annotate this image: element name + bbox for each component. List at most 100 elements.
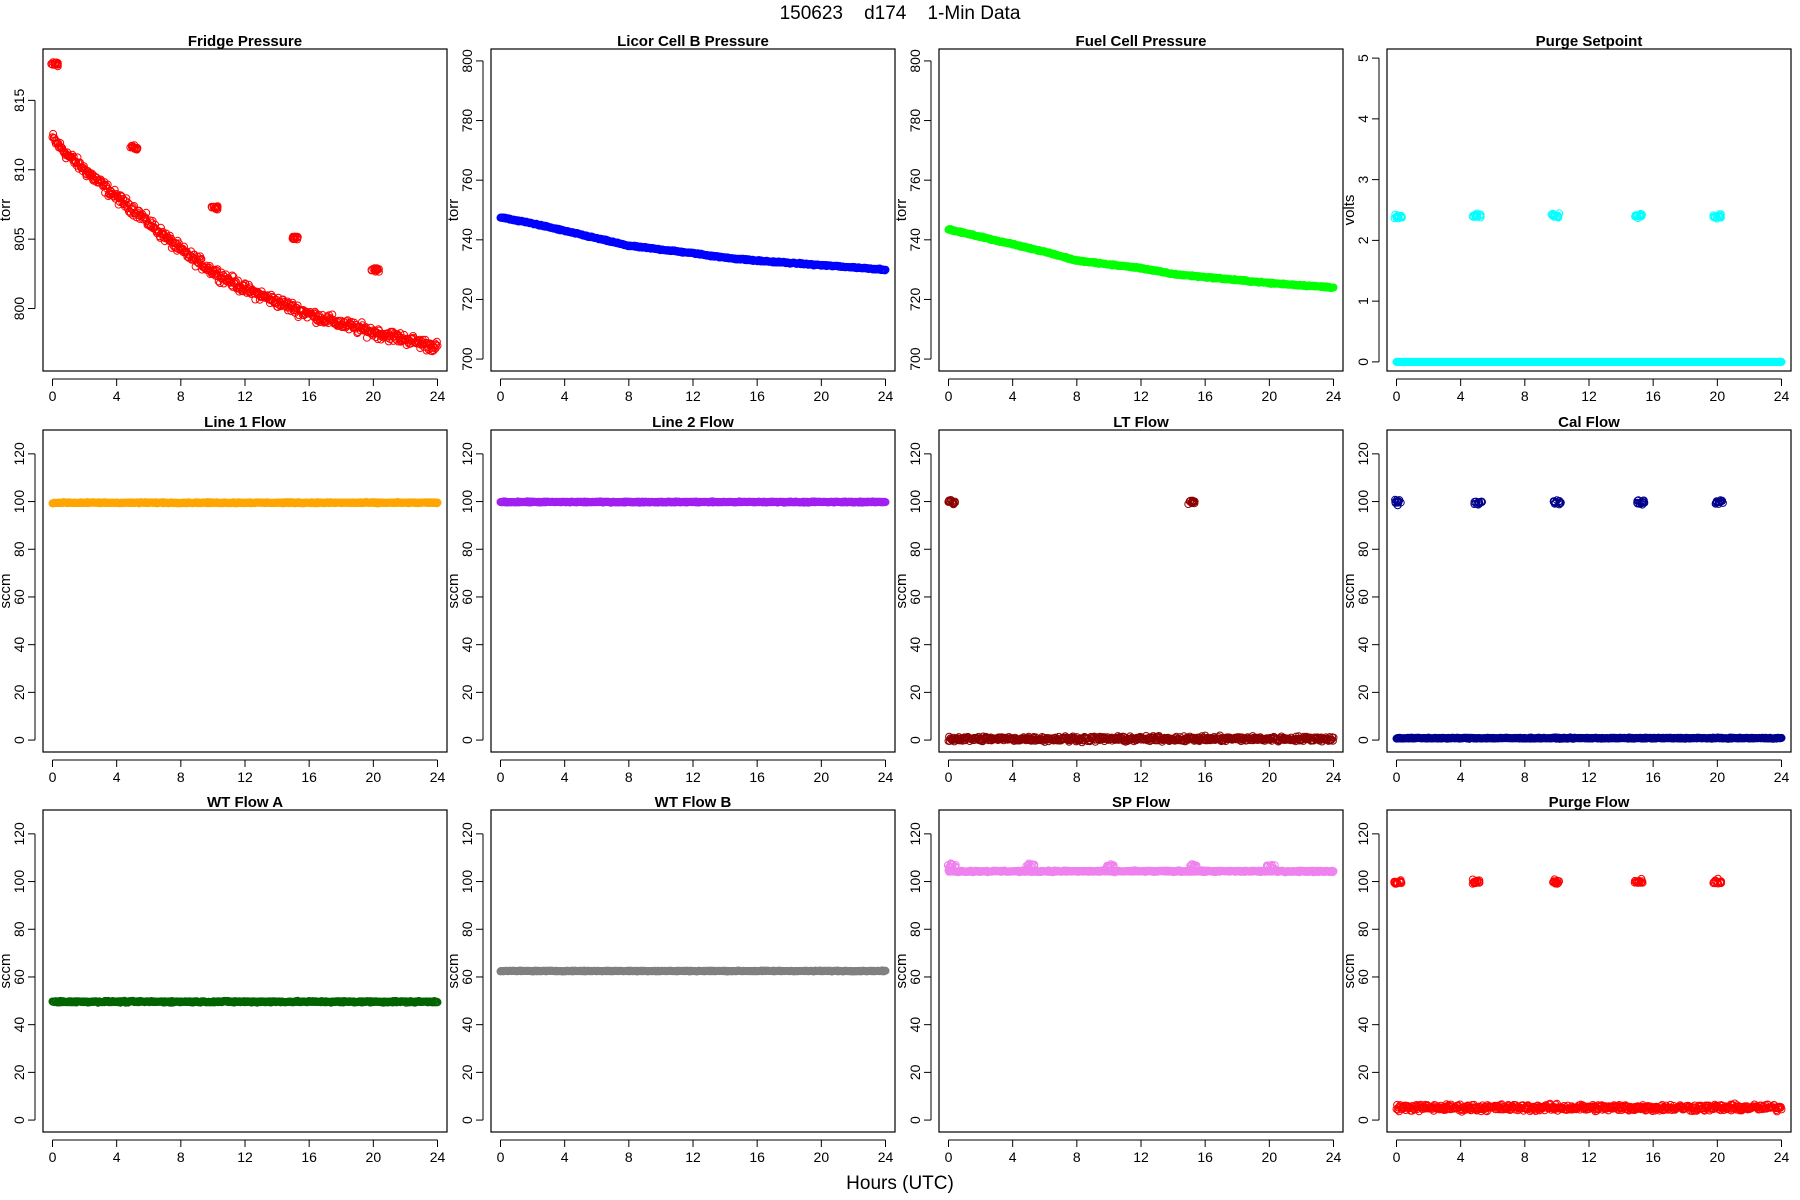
scatter-series — [1391, 495, 1786, 743]
x-tick-label: 4 — [113, 769, 121, 785]
data-point — [72, 157, 81, 166]
y-tick-label: 0 — [1355, 358, 1371, 366]
x-tick-label: 16 — [749, 769, 765, 785]
data-point — [142, 208, 151, 217]
cluster-point — [1550, 212, 1559, 221]
x-tick-label: 24 — [1326, 388, 1342, 404]
cluster-point — [207, 202, 216, 211]
x-tick-label: 0 — [497, 388, 505, 404]
x-tick-label: 20 — [366, 769, 382, 785]
y-tick-label: 1 — [1355, 297, 1371, 305]
data-point — [432, 337, 441, 346]
data-point — [68, 150, 77, 159]
y-tick-label: 60 — [11, 589, 27, 605]
cluster-point — [1189, 498, 1198, 507]
y-tick-label: 120 — [459, 442, 475, 466]
y-tick-label: 40 — [1355, 637, 1371, 653]
data-point — [56, 139, 65, 147]
cluster-point — [211, 203, 220, 212]
y-tick-label: 80 — [907, 541, 923, 557]
y-tick-label: 5 — [1355, 54, 1371, 62]
x-tick-label: 24 — [430, 769, 446, 785]
y-tick-label: 0 — [907, 736, 923, 744]
data-point — [881, 265, 890, 274]
x-tick-label: 0 — [49, 769, 57, 785]
y-tick-label: 780 — [459, 109, 475, 133]
data-point — [880, 266, 889, 275]
y-tick-label: 40 — [459, 637, 475, 653]
y-tick-label: 720 — [459, 288, 475, 312]
data-point — [1777, 357, 1786, 366]
x-tick-label: 4 — [561, 769, 569, 785]
data-point — [229, 272, 238, 281]
x-tick-label: 8 — [625, 769, 633, 785]
y-tick-label: 40 — [907, 637, 923, 653]
cluster-point — [213, 202, 222, 211]
data-point — [881, 498, 890, 507]
cluster-point — [371, 266, 379, 275]
y-tick-label: 800 — [11, 297, 27, 321]
x-tick-label: 8 — [625, 388, 633, 404]
data-point — [197, 254, 206, 263]
x-tick-label: 20 — [366, 388, 382, 404]
x-tick-label: 8 — [1521, 388, 1529, 404]
x-tick-label: 24 — [878, 769, 894, 785]
x-tick-label: 0 — [1393, 769, 1401, 785]
cluster-point — [1185, 497, 1194, 506]
data-point — [1328, 736, 1337, 745]
y-tick-label: 3 — [1355, 176, 1371, 184]
x-tick-label: 20 — [1710, 769, 1726, 785]
data-point — [430, 339, 439, 348]
x-tick-label: 24 — [1774, 769, 1790, 785]
plot-frame — [42, 48, 448, 372]
x-tick-label: 4 — [1457, 769, 1465, 785]
x-tick-label: 12 — [1133, 388, 1149, 404]
x-tick-label: 12 — [1133, 769, 1149, 785]
x-tick-label: 8 — [177, 388, 185, 404]
x-tick-label: 0 — [1393, 388, 1401, 404]
y-tick-label: 60 — [907, 589, 923, 605]
y-tick-label: 80 — [459, 541, 475, 557]
data-point — [269, 293, 278, 302]
x-tick-label: 4 — [561, 388, 569, 404]
y-tick-label: 800 — [907, 49, 923, 73]
y-tick-label: 100 — [459, 490, 475, 514]
cluster-point — [128, 142, 137, 151]
y-axis-label: sccm — [1341, 574, 1358, 609]
y-tick-label: 780 — [907, 109, 923, 133]
y-axis-label: sccm — [445, 574, 462, 609]
cluster-point — [209, 202, 218, 211]
x-tick-label: 16 — [1645, 388, 1661, 404]
y-tick-label: 20 — [907, 684, 923, 700]
y-tick-label: 700 — [907, 347, 923, 371]
x-tick-label: 12 — [685, 769, 701, 785]
panel-title: Fuel Cell Pressure — [1076, 33, 1207, 50]
y-tick-label: 100 — [11, 490, 27, 514]
cluster-point — [1553, 212, 1562, 221]
cluster-point — [1709, 211, 1718, 220]
scatter-series — [1390, 209, 1786, 366]
plot-frame — [938, 429, 1344, 753]
plot-frame — [938, 48, 1344, 372]
y-axis-label: volts — [1341, 195, 1358, 226]
scatter-series — [48, 498, 442, 508]
y-tick-label: 810 — [11, 158, 27, 182]
figure-title: 150623 d174 1-Min Data — [780, 3, 1021, 24]
data-point — [135, 214, 144, 223]
x-tick-label: 16 — [1197, 769, 1213, 785]
x-tick-label: 16 — [301, 769, 317, 785]
y-tick-label: 40 — [11, 637, 27, 653]
cluster-point — [1716, 213, 1725, 222]
data-point — [328, 310, 337, 319]
cluster-point — [292, 233, 301, 242]
y-tick-label: 740 — [907, 228, 923, 252]
cluster-point — [47, 60, 56, 69]
x-tick-label: 16 — [749, 388, 765, 404]
data-point — [378, 329, 387, 338]
plot-frame — [490, 48, 896, 372]
x-tick-label: 8 — [177, 769, 185, 785]
y-tick-label: 80 — [11, 541, 27, 557]
